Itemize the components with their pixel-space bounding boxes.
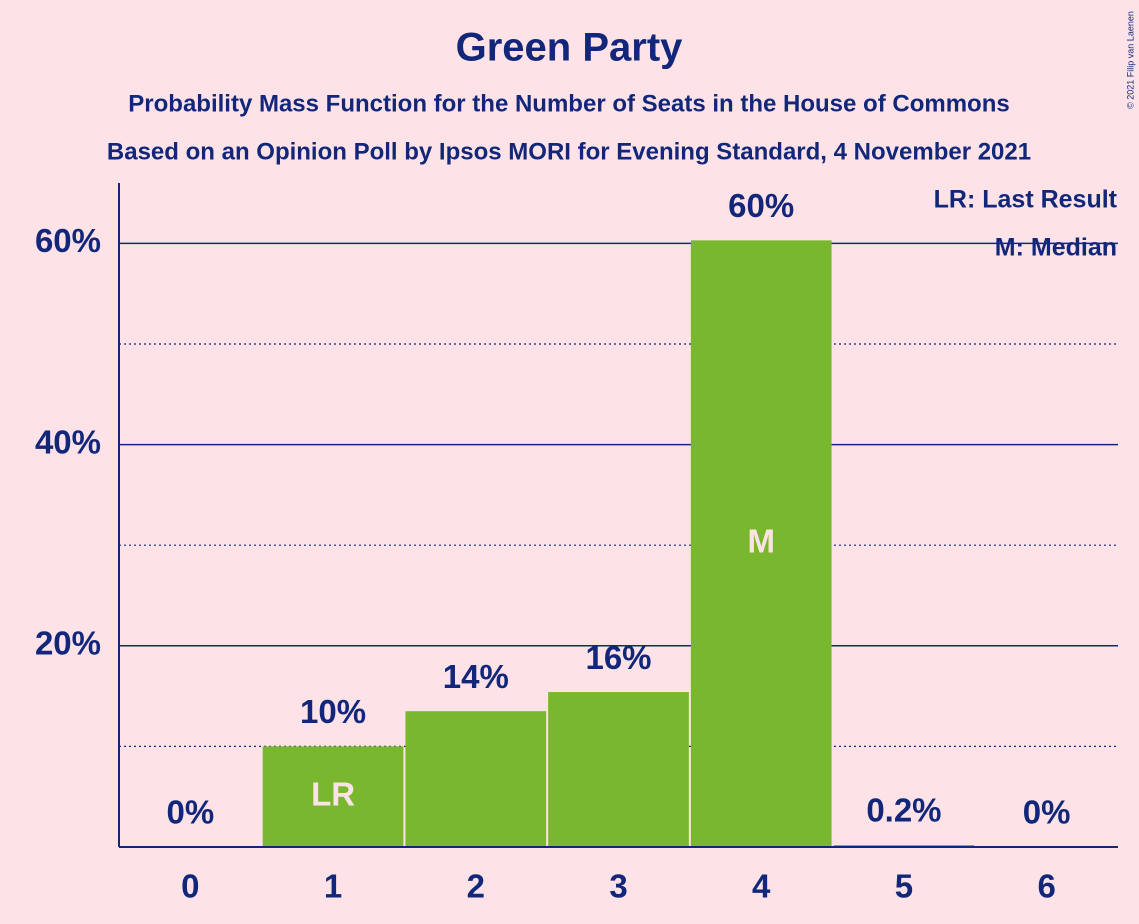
value-label: 10% <box>300 693 366 730</box>
value-label: 14% <box>443 658 509 695</box>
value-label: 0% <box>167 794 215 831</box>
value-label: 60% <box>728 187 794 224</box>
x-tick-label: 6 <box>1037 868 1055 905</box>
bar <box>833 844 975 847</box>
copyright: © 2021 Filip van Laenen <box>1125 11 1135 109</box>
x-tick-label: 4 <box>752 868 771 905</box>
bar-marker: M <box>747 522 775 559</box>
bar <box>548 692 689 847</box>
x-tick-label: 3 <box>609 868 627 905</box>
x-tick-label: 1 <box>324 868 342 905</box>
chart-subtitle: Probability Mass Function for the Number… <box>128 90 1009 117</box>
bar <box>690 240 832 847</box>
value-label: 0% <box>1023 794 1071 831</box>
y-tick-label: 60% <box>35 222 101 259</box>
chart-subtitle: Based on an Opinion Poll by Ipsos MORI f… <box>107 138 1031 165</box>
bar <box>262 746 404 847</box>
legend-entry: LR: Last Result <box>934 186 1118 214</box>
y-tick-label: 20% <box>35 625 101 662</box>
x-tick-label: 5 <box>895 868 913 905</box>
x-tick-label: 0 <box>181 868 199 905</box>
chart-title: Green Party <box>456 26 684 70</box>
value-label: 16% <box>585 639 651 676</box>
bar <box>405 711 547 847</box>
x-tick-label: 2 <box>467 868 485 905</box>
y-tick-label: 40% <box>35 423 101 460</box>
legend-entry: M: Median <box>995 234 1117 262</box>
bar-marker: LR <box>311 775 355 812</box>
value-label: 0.2% <box>866 792 941 829</box>
